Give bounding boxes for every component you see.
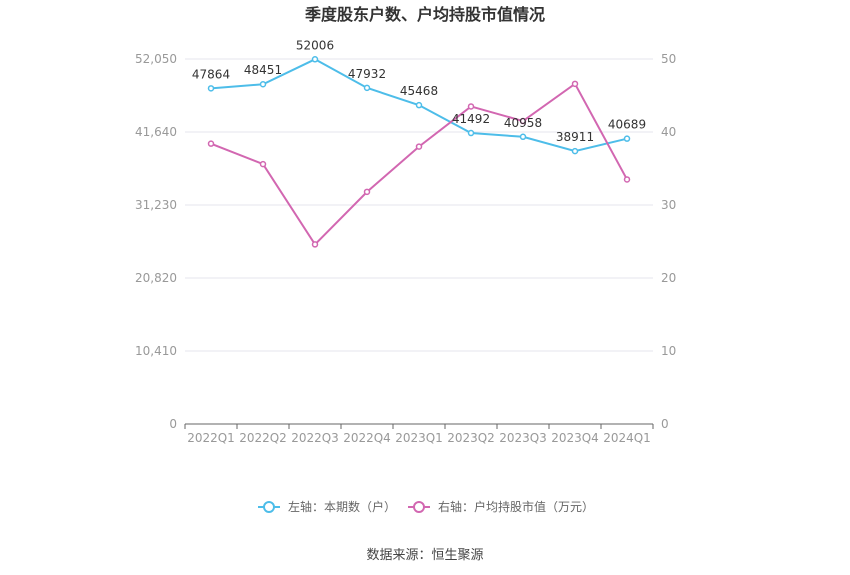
axes: 0 0 10,410 10 20,820 20 31,230 30 41,640 40 52,050… — [135, 52, 676, 445]
series — [207, 56, 631, 248]
data-point-right[interactable] — [571, 80, 579, 88]
right-y-tick-label: 40 — [661, 125, 676, 139]
data-point-right[interactable] — [207, 140, 215, 147]
x-tick-label: 2023Q3 — [499, 431, 547, 445]
x-tick-label: 2022Q3 — [291, 431, 339, 445]
right-y-tick-label: 20 — [661, 271, 676, 285]
left-y-tick-label: 0 — [169, 417, 177, 431]
legend-item-left-series[interactable]: 左轴：本期数（户） — [258, 499, 396, 514]
left-y-tick-label: 31,230 — [135, 198, 177, 212]
right-y-tick-label: 0 — [661, 417, 669, 431]
data-label-left: 40689 — [608, 118, 646, 132]
data-label-left: 48451 — [244, 63, 282, 77]
legend[interactable]: 左轴：本期数（户） 右轴：户均持股市值（万元） — [258, 499, 594, 514]
data-label-left: 47864 — [192, 67, 230, 81]
data-point-right[interactable] — [415, 143, 423, 150]
gridlines — [185, 58, 653, 352]
x-tick-label: 2024Q1 — [603, 431, 651, 445]
data-point-left[interactable] — [571, 147, 579, 155]
left-y-tick-label: 20,820 — [135, 271, 177, 285]
legend-label-right-series: 右轴：户均持股市值（万元） — [438, 499, 594, 514]
data-labels: 47864 48451 52006 47932 45468 41492 40958 38911… — [192, 38, 646, 144]
data-label-left: 40958 — [504, 116, 542, 130]
data-point-left[interactable] — [363, 84, 371, 92]
right-y-tick-label: 10 — [661, 344, 676, 358]
legend-item-right-series[interactable]: 右轴：户均持股市值（万元） — [408, 499, 594, 514]
left-y-tick-label: 41,640 — [135, 125, 177, 139]
data-label-left: 38911 — [556, 130, 594, 144]
chart-title: 季度股东户数、户均持股市值情况 — [304, 5, 545, 24]
x-tick-label: 2023Q1 — [395, 431, 443, 445]
data-point-right[interactable] — [363, 188, 371, 196]
source-note: 数据来源：恒生聚源 — [366, 548, 483, 563]
x-tick-label: 2022Q1 — [187, 431, 235, 445]
left-y-tick-label: 10,410 — [135, 344, 177, 358]
data-label-left: 47932 — [348, 67, 386, 81]
data-point-right[interactable] — [519, 117, 527, 125]
x-tick-label: 2023Q2 — [447, 431, 495, 445]
right-y-tick-label: 50 — [661, 52, 676, 66]
x-tick-label: 2022Q4 — [343, 431, 391, 445]
data-point-left[interactable] — [207, 85, 215, 92]
data-point-left[interactable] — [519, 133, 527, 141]
data-point-right[interactable] — [467, 103, 475, 110]
legend-label-left-series: 左轴：本期数（户） — [288, 499, 396, 514]
data-point-left[interactable] — [311, 56, 319, 63]
data-label-left: 41492 — [452, 112, 490, 126]
left-y-tick-label: 52,050 — [135, 52, 177, 66]
data-label-left: 45468 — [400, 84, 438, 98]
data-point-right[interactable] — [259, 160, 267, 168]
data-point-left[interactable] — [623, 135, 631, 142]
data-point-right[interactable] — [311, 241, 319, 248]
data-point-left[interactable] — [415, 101, 423, 109]
data-point-left[interactable] — [467, 129, 475, 137]
data-point-left[interactable] — [259, 80, 267, 88]
x-tick-label: 2023Q4 — [551, 431, 599, 445]
x-tick-label: 2022Q2 — [239, 431, 287, 445]
right-y-tick-label: 30 — [661, 198, 676, 212]
data-label-left: 52006 — [296, 38, 334, 52]
data-point-right[interactable] — [623, 176, 631, 183]
